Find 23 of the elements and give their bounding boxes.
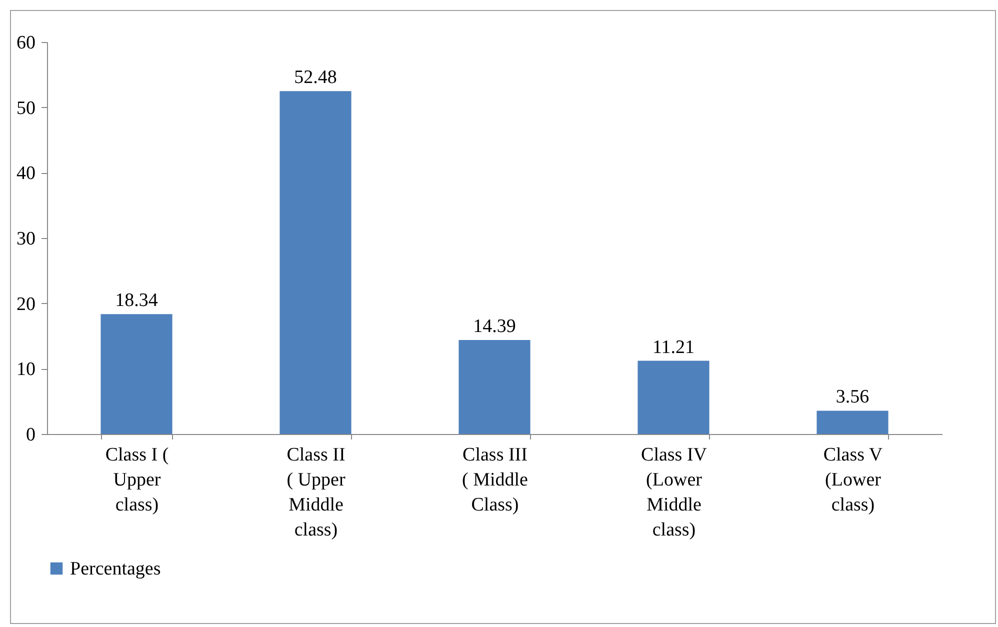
x-tick-label: Class III ( Middle Class) (462, 444, 528, 516)
x-tick-label: Class V (Lower class) (823, 444, 883, 516)
data-label: 14.39 (473, 316, 516, 337)
y-tick-label: 40 (16, 163, 36, 184)
y-tick-label: 30 (16, 228, 36, 250)
y-tick-label: 10 (16, 359, 36, 380)
y-tick-label: 20 (16, 294, 36, 315)
data-label: 11.21 (652, 336, 695, 358)
y-tick-label: 50 (16, 98, 36, 119)
bar (816, 410, 888, 434)
data-label: 18.34 (115, 290, 158, 312)
y-tick-label: 60 (16, 32, 36, 54)
bar (458, 340, 530, 434)
x-tick-label: Class IV (Lower Middle class) (641, 444, 708, 540)
y-tick-label: 0 (26, 424, 36, 446)
data-label: 3.56 (836, 386, 870, 408)
bar (100, 314, 172, 434)
bar (638, 360, 710, 434)
x-tick-label: Class I ( Upper class) (105, 444, 169, 516)
x-tick-label: Class II ( Upper Middle class) (286, 444, 346, 540)
data-label: 52.48 (294, 67, 337, 88)
bar (280, 91, 352, 434)
legend-label: Percentages (70, 558, 161, 580)
